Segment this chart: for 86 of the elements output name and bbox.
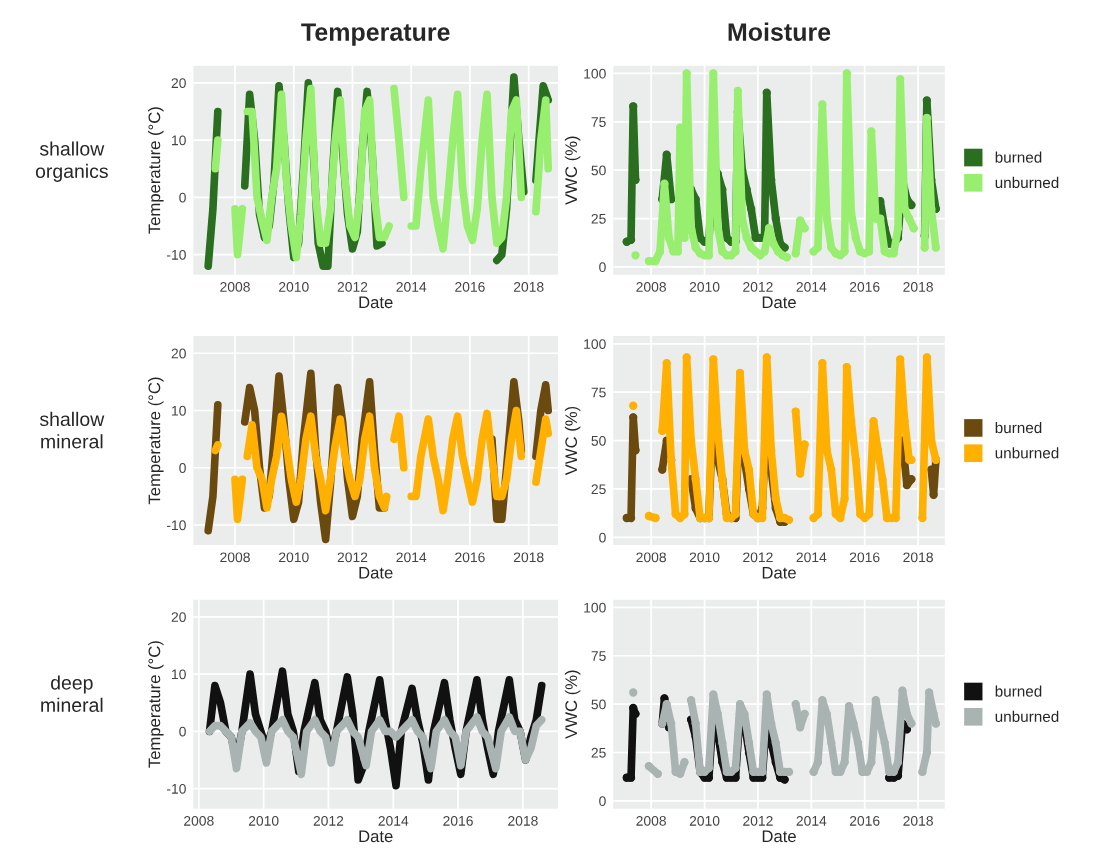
legend-label: burned xyxy=(995,421,1042,434)
x-tick-label: 2016 xyxy=(849,815,880,826)
y-tick-label: 20 xyxy=(171,348,186,359)
x-tick-label: 2016 xyxy=(849,552,880,563)
legend-label: unburned xyxy=(995,176,1059,189)
y-tick-label: 20 xyxy=(171,612,186,623)
x-tick-label: 2014 xyxy=(796,815,827,826)
y-tick-label: 0 xyxy=(179,726,186,737)
x-axis-title: Date xyxy=(762,566,796,579)
y-tick-label: 50 xyxy=(591,699,606,710)
x-tick-label: 2010 xyxy=(689,281,720,292)
y-tick-label: 75 xyxy=(591,117,606,127)
text: deep mineral xyxy=(41,675,103,713)
y-tick-label: 100 xyxy=(584,602,606,613)
x-tick-label: 2014 xyxy=(396,281,427,292)
y-tick-label: 10 xyxy=(172,405,186,416)
text: shallow mineral xyxy=(39,411,105,449)
legend-label: unburned xyxy=(995,447,1059,459)
chart-title: Temperature xyxy=(301,23,450,46)
y-tick-label: -10 xyxy=(166,249,186,260)
y-tick-label: 0 xyxy=(179,192,186,203)
x-tick-label: 2010 xyxy=(689,815,720,826)
x-tick-label: 2010 xyxy=(279,281,309,292)
x-tick-label: 2016 xyxy=(455,552,485,563)
y-tick-label: 10 xyxy=(172,135,186,146)
x-tick-label: 2014 xyxy=(378,815,409,826)
y-tick-label: 0 xyxy=(599,532,606,543)
x-tick-label: 2008 xyxy=(220,281,250,292)
x-tick-label: 2012 xyxy=(743,815,773,826)
chart-title: Moisture xyxy=(728,22,831,41)
x-tick-label: 2012 xyxy=(337,281,368,292)
y-tick-label: 0 xyxy=(599,796,606,807)
y-tick-label: 100 xyxy=(584,68,606,79)
x-axis-title: Date xyxy=(359,296,393,309)
y-tick-label: 75 xyxy=(591,651,606,661)
y-tick-label: -10 xyxy=(166,520,186,531)
y-tick-label: 0 xyxy=(179,463,186,473)
x-tick-label: 2012 xyxy=(743,281,773,292)
y-tick-label: 10 xyxy=(172,669,186,680)
x-axis-title: Date xyxy=(359,830,393,843)
x-tick-label: 2008 xyxy=(636,552,666,563)
y-tick-label: 50 xyxy=(591,435,606,446)
x-tick-label: 2014 xyxy=(796,281,827,292)
x-tick-label: 2018 xyxy=(508,815,538,826)
y-axis-title: VWC (%) xyxy=(564,136,581,205)
x-tick-label: 2010 xyxy=(279,552,309,563)
y-axis-title: Temperature (°C) xyxy=(148,377,164,505)
y-tick-label: 20 xyxy=(171,78,186,89)
x-tick-label: 2014 xyxy=(796,552,827,563)
x-tick-label: 2018 xyxy=(513,281,544,292)
x-tick-label: 2016 xyxy=(849,281,880,292)
y-tick-label: 25 xyxy=(591,213,606,224)
y-tick-label: 75 xyxy=(591,387,606,398)
x-tick-label: 2016 xyxy=(455,281,485,292)
x-tick-label: 2018 xyxy=(513,552,544,563)
x-tick-label: 2008 xyxy=(220,552,250,563)
x-tick-label: 2008 xyxy=(636,281,666,292)
x-axis-title: Date xyxy=(762,830,796,843)
x-tick-label: 2014 xyxy=(396,552,427,563)
legend-label: unburned xyxy=(995,710,1059,723)
y-tick-label: 50 xyxy=(591,165,606,176)
x-axis-title: Date xyxy=(359,566,393,579)
y-axis-title: Temperature (°C) xyxy=(148,641,164,768)
y-axis-title: Temperature (°C) xyxy=(148,107,164,234)
y-tick-label: 0 xyxy=(599,262,606,273)
legend-label: burned xyxy=(995,685,1042,697)
y-tick-label: 100 xyxy=(584,339,606,349)
x-tick-label: 2010 xyxy=(248,815,279,826)
text: shallow organics xyxy=(35,141,108,182)
x-tick-label: 2008 xyxy=(636,815,666,826)
x-tick-label: 2016 xyxy=(443,815,473,826)
y-axis-title: VWC (%) xyxy=(564,406,581,476)
x-tick-label: 2010 xyxy=(689,552,720,563)
x-tick-label: 2008 xyxy=(184,815,214,826)
y-tick-label: 25 xyxy=(591,484,606,495)
legend-label: burned xyxy=(995,151,1042,163)
x-tick-label: 2012 xyxy=(743,552,773,563)
x-axis-title: Date xyxy=(762,296,796,309)
x-tick-label: 2018 xyxy=(903,552,933,563)
y-tick-label: -10 xyxy=(166,783,186,794)
y-axis-title: VWC (%) xyxy=(564,670,581,739)
x-tick-label: 2018 xyxy=(903,815,933,826)
x-tick-label: 2012 xyxy=(313,815,344,826)
y-tick-label: 25 xyxy=(591,747,606,758)
x-tick-label: 2012 xyxy=(337,552,368,563)
x-tick-label: 2018 xyxy=(903,281,933,292)
